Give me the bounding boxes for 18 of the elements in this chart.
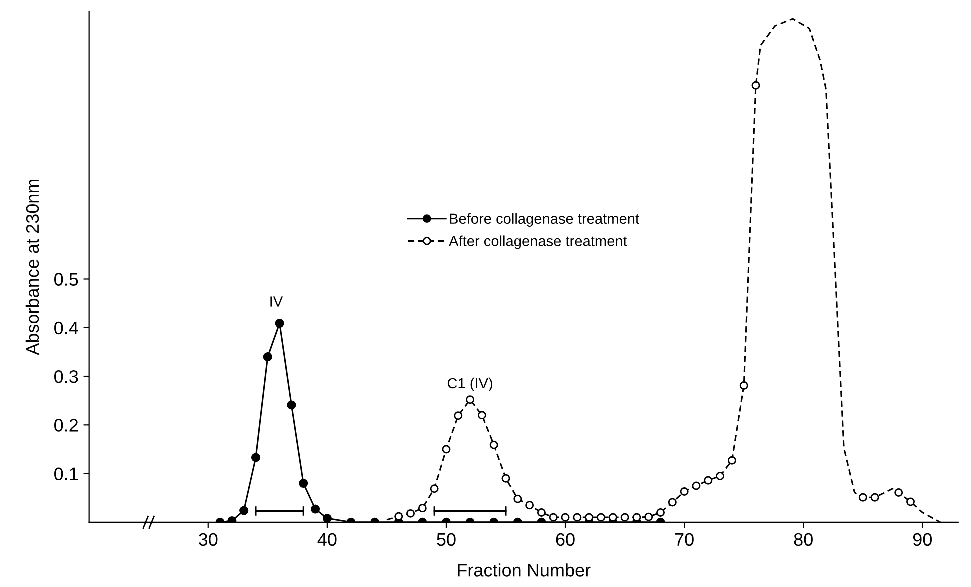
x-tick-label: 70 bbox=[675, 533, 694, 546]
y-tick-label: 0.4 bbox=[54, 322, 78, 335]
x-tick-label: 50 bbox=[437, 533, 456, 546]
legend-label: Before collagenase treatment bbox=[450, 213, 640, 227]
y-tick-label: 0.2 bbox=[54, 419, 78, 432]
annotation: C1 (IV) bbox=[448, 378, 492, 392]
y-tick-label: 0.3 bbox=[54, 370, 78, 384]
x-axis-title: Fraction Number bbox=[458, 564, 591, 577]
y-tick-label: 0.1 bbox=[54, 468, 78, 481]
x-tick-label: 90 bbox=[913, 533, 932, 546]
y-tick-label: 0.5 bbox=[54, 273, 78, 286]
x-tick-label: 80 bbox=[794, 533, 813, 546]
legend-label: After collagenase treatment bbox=[449, 236, 628, 250]
annotation: IV bbox=[270, 296, 284, 307]
y-axis-title: Absorbance at 230nm bbox=[26, 180, 40, 356]
x-tick-label: 60 bbox=[556, 533, 575, 546]
x-tick-label: 30 bbox=[199, 533, 218, 546]
x-tick-label: 40 bbox=[318, 533, 337, 546]
